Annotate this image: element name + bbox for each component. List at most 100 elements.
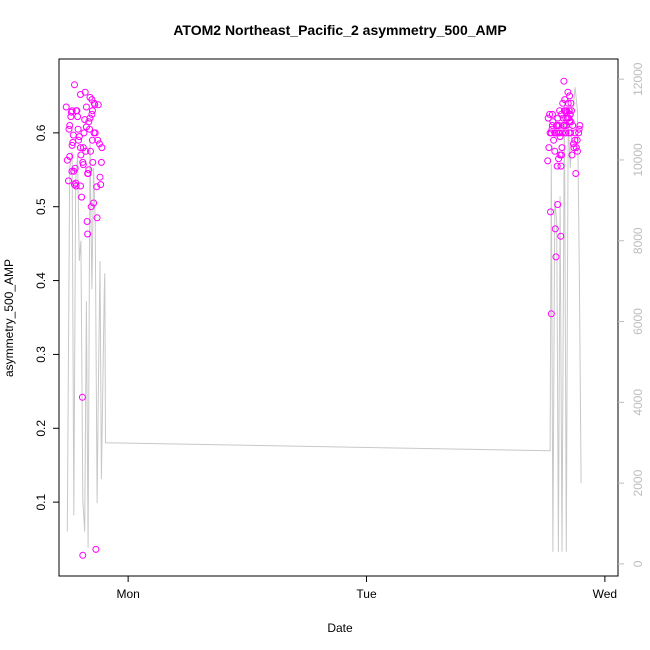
data-point <box>92 545 100 553</box>
y2-tick-label: 10000 <box>631 143 645 177</box>
data-point <box>88 96 96 104</box>
y2-tick-label: 12000 <box>631 62 645 96</box>
data-point <box>573 136 581 144</box>
data-point <box>89 158 97 166</box>
data-point <box>88 110 96 118</box>
data-point <box>90 129 98 137</box>
data-point <box>97 158 105 166</box>
data-point <box>87 203 95 211</box>
data-point <box>575 129 583 137</box>
data-point <box>66 122 74 129</box>
data-point <box>78 393 86 401</box>
data-point <box>559 122 567 129</box>
data-point <box>86 114 94 122</box>
data-point <box>575 125 583 133</box>
data-point <box>558 144 566 152</box>
data-point <box>82 147 90 155</box>
data-point <box>548 110 556 118</box>
data-point <box>557 110 565 118</box>
data-point <box>569 140 577 148</box>
data-point <box>567 118 575 126</box>
line-series <box>66 87 582 552</box>
data-point <box>564 99 572 107</box>
x-axis-label: Date <box>327 621 353 635</box>
data-point <box>547 129 555 137</box>
data-point <box>547 310 555 318</box>
data-point <box>77 144 84 152</box>
chart-title: ATOM2 Northeast_Pacific_2 asymmetry_500_… <box>173 22 506 38</box>
x-tick-label: Tue <box>356 587 377 601</box>
data-point <box>94 101 102 109</box>
data-point <box>74 113 82 121</box>
data-point <box>549 118 557 126</box>
data-point <box>571 129 579 137</box>
data-point <box>562 129 570 137</box>
data-point <box>560 77 568 85</box>
data-point <box>69 139 77 146</box>
y-tick-label: 0.2 <box>34 420 48 437</box>
data-point <box>561 107 569 115</box>
data-point <box>85 118 93 126</box>
data-point <box>86 93 94 101</box>
data-point <box>75 133 83 141</box>
plot-frame <box>58 58 619 577</box>
data-point <box>77 151 85 159</box>
data-point <box>71 81 78 89</box>
data-point <box>82 103 90 111</box>
data-point <box>546 110 554 118</box>
data-point <box>81 88 89 96</box>
data-point <box>96 173 104 181</box>
data-point <box>68 141 76 149</box>
data-point <box>88 107 96 115</box>
data-point <box>569 122 577 129</box>
scatter-points-layer <box>62 77 584 559</box>
data-point <box>570 144 578 152</box>
y-axis-label: asymmetry_500_AMP <box>2 259 16 377</box>
data-point <box>90 199 98 207</box>
y-tick-label: 0.1 <box>34 493 48 510</box>
data-point <box>65 177 72 185</box>
y2-tick-label: 2000 <box>631 469 645 496</box>
data-point <box>75 136 82 144</box>
data-point <box>567 129 575 137</box>
data-point <box>562 114 570 122</box>
data-point <box>72 107 80 115</box>
data-point <box>85 166 93 174</box>
data-point <box>72 182 80 190</box>
y2-tick-label: 4000 <box>631 389 645 416</box>
data-point <box>547 208 554 216</box>
data-point <box>552 253 560 261</box>
data-point <box>87 147 94 155</box>
data-point <box>62 103 70 111</box>
data-point <box>77 182 84 190</box>
data-point <box>566 92 574 100</box>
data-point <box>65 125 73 133</box>
data-point <box>551 225 559 233</box>
data-point <box>79 144 87 152</box>
data-point <box>564 88 572 96</box>
data-point <box>556 133 564 141</box>
data-point <box>66 153 74 160</box>
data-point <box>544 157 552 165</box>
data-point <box>83 218 91 225</box>
data-point <box>63 156 71 164</box>
data-point <box>96 140 103 148</box>
data-point <box>74 125 82 133</box>
line-series-layer <box>66 87 582 552</box>
data-point <box>84 230 92 238</box>
data-point <box>80 129 88 137</box>
data-point <box>91 101 99 109</box>
y2-tick-label: 8000 <box>631 227 645 254</box>
data-point <box>69 131 77 139</box>
data-point <box>555 122 563 129</box>
data-point <box>557 162 565 170</box>
x-axis: Mon Tue Wed <box>116 576 617 601</box>
data-point <box>548 122 556 129</box>
data-point <box>565 107 573 115</box>
data-point <box>576 122 584 129</box>
data-point <box>554 201 562 208</box>
data-point <box>68 167 76 175</box>
data-point <box>567 99 575 107</box>
data-point <box>79 158 87 166</box>
